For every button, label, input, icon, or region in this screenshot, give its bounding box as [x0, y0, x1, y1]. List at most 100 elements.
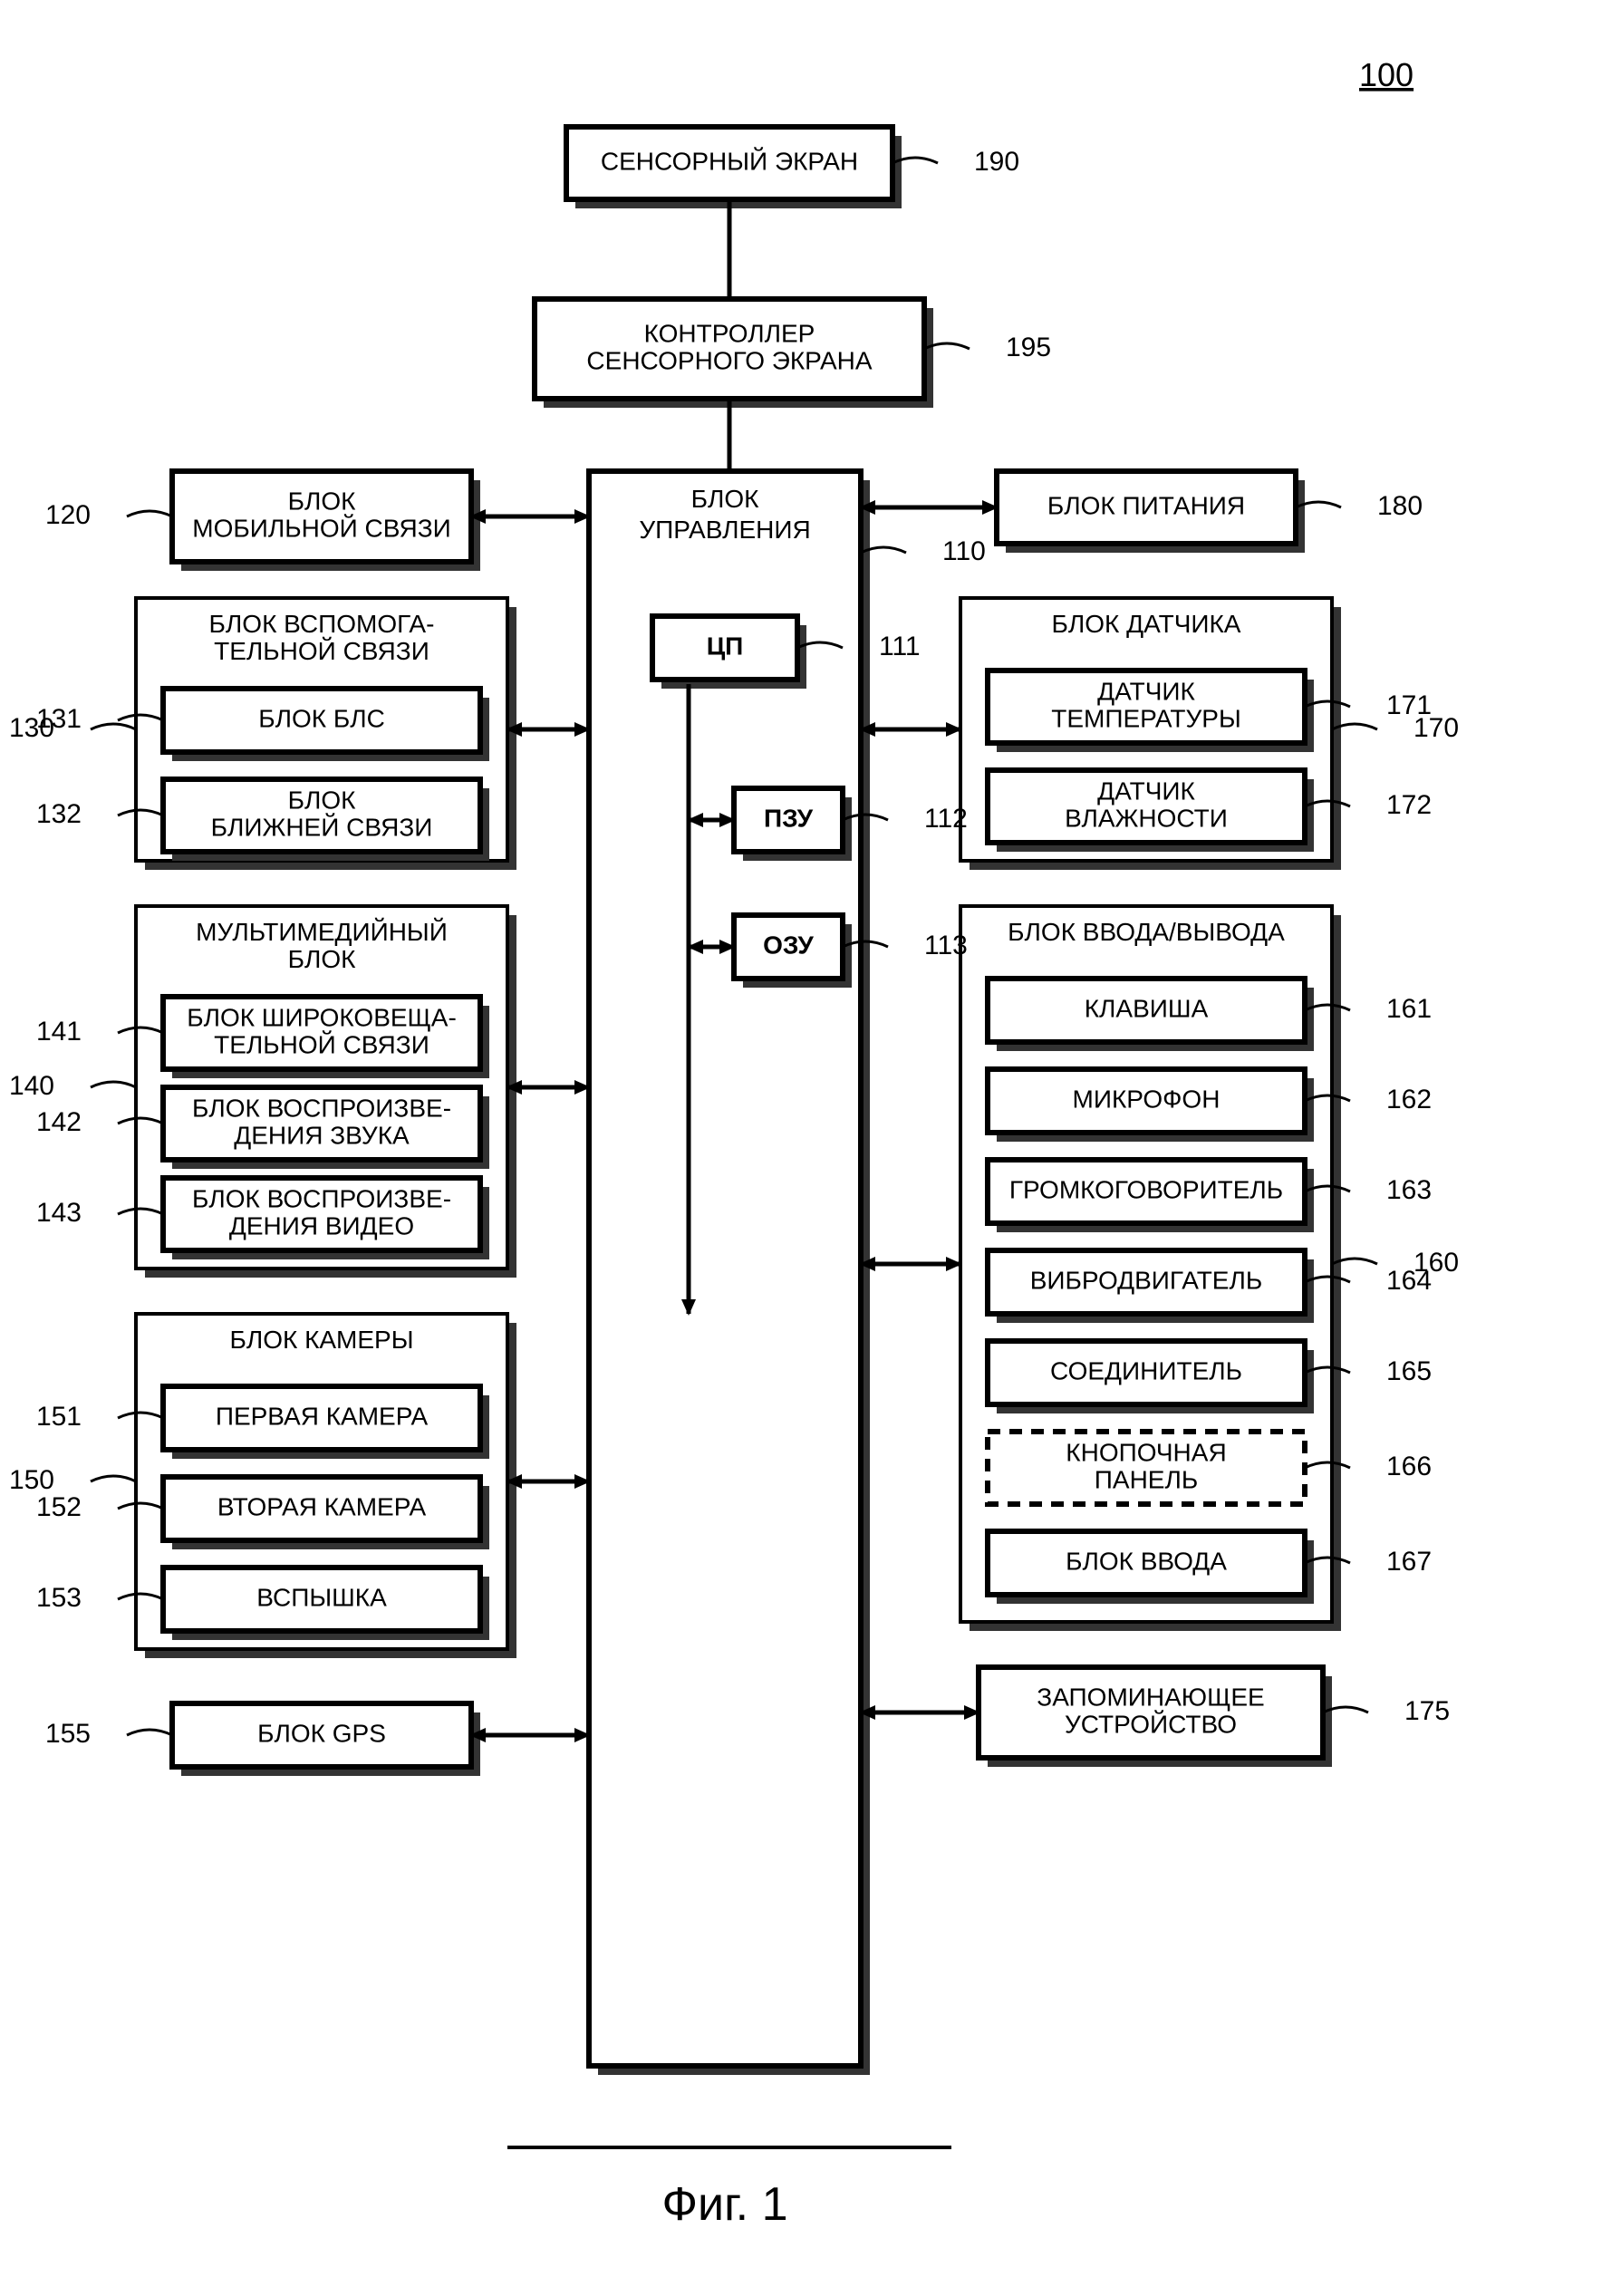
- node-n131: БЛОК БЛС: [163, 689, 489, 761]
- ref-label: 152: [36, 1492, 82, 1522]
- ref-label: 167: [1386, 1547, 1432, 1577]
- node-n113: ОЗУ: [734, 915, 852, 988]
- node-n190: СЕНСОРНЫЙ ЭКРАН: [566, 127, 902, 208]
- node-label: ГРОМКОГОВОРИТЕЛЬ: [1009, 1175, 1283, 1203]
- node-n152: ВТОРАЯ КАМЕРА: [163, 1477, 489, 1549]
- node-n111: ЦП: [652, 616, 806, 689]
- ref-label: 161: [1386, 994, 1432, 1024]
- node-n172: ДАТЧИКВЛАЖНОСТИ: [988, 770, 1314, 852]
- node-label: ВТОРАЯ КАМЕРА: [217, 1492, 427, 1520]
- ref-label: 143: [36, 1198, 82, 1228]
- node-label: МИКРОФОН: [1073, 1085, 1221, 1113]
- group-title: ТЕЛЬНОЙ СВЯЗИ: [214, 637, 429, 665]
- node-label: БЛОК БЛС: [258, 704, 385, 732]
- node-n171: ДАТЧИКТЕМПЕРАТУРЫ: [988, 670, 1314, 752]
- node-label: ДАТЧИК: [1097, 777, 1195, 805]
- node-label: СЕНСОРНОГО ЭКРАНА: [586, 346, 872, 374]
- ref-label: 120: [45, 500, 91, 530]
- ref-label: 195: [1006, 333, 1051, 362]
- node-label: БЛОК ВОСПРОИЗВЕ-: [192, 1184, 451, 1212]
- ref-label: 155: [45, 1719, 91, 1749]
- node-n166: КНОПОЧНАЯПАНЕЛЬ: [988, 1432, 1305, 1504]
- node-label: ДЕНИЯ ЗВУКА: [234, 1121, 410, 1149]
- ref-label: 172: [1386, 790, 1432, 820]
- node-label: ВСПЫШКА: [256, 1583, 387, 1611]
- node-label: ДАТЧИК: [1097, 677, 1195, 705]
- ref-label: 142: [36, 1107, 82, 1137]
- node-n155: БЛОК GPS: [172, 1703, 480, 1776]
- ref-label: 175: [1404, 1696, 1450, 1726]
- node-label: ЗАПОМИНАЮЩЕЕ: [1037, 1683, 1264, 1711]
- node-label: ТЕЛЬНОЙ СВЯЗИ: [214, 1030, 429, 1058]
- node-label: ОЗУ: [763, 931, 814, 959]
- node-label: КОНТРОЛЛЕР: [644, 319, 815, 347]
- ref-label: 140: [9, 1071, 54, 1101]
- group-title: БЛОК ДАТЧИКА: [1052, 610, 1241, 638]
- ref-label: 190: [974, 147, 1019, 177]
- ref-label: 171: [1386, 690, 1432, 720]
- group-title: БЛОК ВСПОМОГА-: [209, 610, 435, 638]
- node-label: ВЛАЖНОСТИ: [1065, 804, 1228, 832]
- node-label: БЛОК ВВОДА: [1066, 1547, 1227, 1575]
- node-label: КНОПОЧНАЯ: [1066, 1438, 1226, 1466]
- node-n153: ВСПЫШКА: [163, 1568, 489, 1640]
- ref-label: 111: [879, 632, 921, 661]
- ref-label: 164: [1386, 1266, 1432, 1296]
- ref-label: 150: [9, 1465, 54, 1495]
- node-label: СЕНСОРНЫЙ ЭКРАН: [601, 147, 858, 175]
- node-n167: БЛОК ВВОДА: [988, 1531, 1314, 1604]
- node-n143: БЛОК ВОСПРОИЗВЕ-ДЕНИЯ ВИДЕО: [163, 1178, 489, 1259]
- node-label: ЦП: [707, 632, 744, 660]
- node-label: ВИБРОДВИГАТЕЛЬ: [1030, 1266, 1262, 1294]
- node-n175: ЗАПОМИНАЮЩЕЕУСТРОЙСТВО: [979, 1667, 1332, 1767]
- node-label: ПАНЕЛЬ: [1095, 1465, 1198, 1493]
- node-n163: ГРОМКОГОВОРИТЕЛЬ: [988, 1160, 1314, 1232]
- node-label: КЛАВИША: [1085, 994, 1209, 1022]
- ref-label: 162: [1386, 1085, 1432, 1114]
- node-label: ДЕНИЯ ВИДЕО: [229, 1211, 414, 1240]
- svg-text:БЛОК: БЛОК: [691, 485, 760, 513]
- ref-label: 141: [36, 1017, 82, 1047]
- node-label: БЛИЖНЕЙ СВЯЗИ: [211, 813, 433, 841]
- node-n142: БЛОК ВОСПРОИЗВЕ-ДЕНИЯ ЗВУКА: [163, 1087, 489, 1169]
- ref-label: 165: [1386, 1356, 1432, 1386]
- node-label: БЛОК: [288, 786, 357, 814]
- node-n151: ПЕРВАЯ КАМЕРА: [163, 1386, 489, 1459]
- figure-number: 100: [1359, 56, 1414, 93]
- node-label: МОБИЛЬНОЙ СВЯЗИ: [192, 514, 450, 542]
- group-title: БЛОК: [288, 945, 357, 973]
- ref-label: 180: [1377, 491, 1423, 521]
- ref-label: 153: [36, 1583, 82, 1613]
- node-n165: СОЕДИНИТЕЛЬ: [988, 1341, 1314, 1413]
- node-label: БЛОК: [288, 487, 357, 515]
- node-n161: КЛАВИША: [988, 979, 1314, 1051]
- node-label: БЛОК ПИТАНИЯ: [1047, 491, 1245, 519]
- node-label: СОЕДИНИТЕЛЬ: [1050, 1356, 1242, 1384]
- node-n132: БЛОКБЛИЖНЕЙ СВЯЗИ: [163, 779, 489, 861]
- node-label: ТЕМПЕРАТУРЫ: [1051, 704, 1241, 732]
- node-label: УСТРОЙСТВО: [1065, 1710, 1237, 1738]
- block-diagram-svg: 100БЛОКУПРАВЛЕНИЯБЛОК ВСПОМОГА-ТЕЛЬНОЙ С…: [0, 0, 1621, 2296]
- node-label: ПЗУ: [764, 804, 814, 832]
- node-label: БЛОК ШИРОКОВЕЩА-: [187, 1003, 457, 1031]
- node-n110: БЛОКУПРАВЛЕНИЯ: [589, 471, 870, 2075]
- node-label: БЛОК GPS: [257, 1719, 386, 1747]
- ref-label: 112: [924, 804, 968, 834]
- ref-label: 166: [1386, 1452, 1432, 1481]
- group-title: БЛОК КАМЕРЫ: [229, 1326, 413, 1354]
- node-n164: ВИБРОДВИГАТЕЛЬ: [988, 1250, 1314, 1323]
- ref-label: 131: [36, 704, 82, 734]
- ref-label: 151: [36, 1402, 82, 1432]
- node-n120: БЛОКМОБИЛЬНОЙ СВЯЗИ: [172, 471, 480, 571]
- ref-label: 132: [36, 799, 82, 829]
- ref-label: 113: [924, 931, 968, 960]
- node-n112: ПЗУ: [734, 788, 852, 861]
- group-title: БЛОК ВВОДА/ВЫВОДА: [1008, 918, 1285, 946]
- group-title: МУЛЬТИМЕДИЙНЫЙ: [196, 918, 448, 946]
- node-n180: БЛОК ПИТАНИЯ: [997, 471, 1305, 553]
- node-n141: БЛОК ШИРОКОВЕЩА-ТЕЛЬНОЙ СВЯЗИ: [163, 997, 489, 1078]
- node-n162: МИКРОФОН: [988, 1069, 1314, 1142]
- ref-label: 110: [942, 536, 986, 566]
- node-label: БЛОК ВОСПРОИЗВЕ-: [192, 1094, 451, 1122]
- node-n195: КОНТРОЛЛЕРСЕНСОРНОГО ЭКРАНА: [535, 299, 933, 408]
